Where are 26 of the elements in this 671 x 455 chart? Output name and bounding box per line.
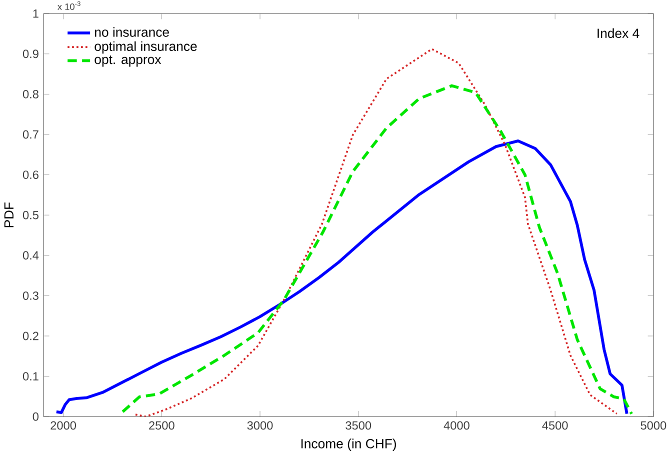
y-axis-title: PDF — [4, 202, 14, 228]
y-tick-label: 0.8 — [22, 90, 38, 98]
y-tick-label: 0.7 — [22, 130, 38, 139]
x-tick-label: 4500 — [542, 421, 568, 430]
y-tick-label: 0 — [32, 412, 39, 421]
y-tick-label: 0.1 — [22, 372, 38, 380]
y-tick-label: 0.2 — [22, 332, 38, 340]
x-tick-label: 2500 — [149, 421, 174, 430]
legend-label: opt. approx — [94, 55, 162, 67]
text: x 10$^{-3}$ — [58, 1, 80, 10]
line-series — [54, 139, 628, 416]
y-tick-label: 0.3 — [22, 291, 38, 300]
legend-label: optimal insurance — [94, 41, 197, 54]
y-tick-label: 0.4 — [22, 251, 39, 260]
x-tick-label: 4000 — [444, 421, 470, 430]
x-tick-label: 5000 — [640, 421, 666, 430]
annotation: Index 4 — [598, 28, 640, 38]
x-tick-label: 2000 — [50, 421, 76, 430]
x-tick-label: 3500 — [346, 421, 372, 430]
x-axis-title: Income (in CHF) — [301, 438, 396, 451]
y-tick-label: 0.5 — [22, 210, 38, 220]
x-tick-label: 3000 — [247, 421, 273, 430]
y-tick-label: 1 — [33, 9, 38, 18]
legend-label: no insurance — [95, 27, 169, 37]
y-tick-label: 0.9 — [22, 50, 38, 58]
y-tick-label: 0.6 — [22, 170, 38, 179]
